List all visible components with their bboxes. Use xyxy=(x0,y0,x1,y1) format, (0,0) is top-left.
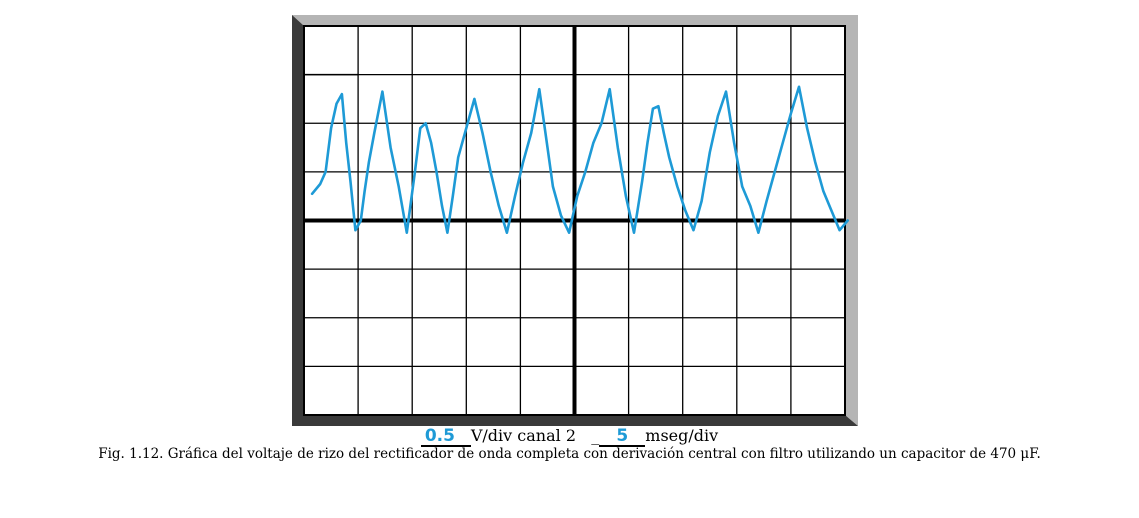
graticule xyxy=(304,26,845,415)
figure-caption: Fig. 1.12. Gráfica del voltaje de rizo d… xyxy=(98,446,1041,462)
ripple-voltage-trace xyxy=(310,85,849,234)
oscilloscope-display xyxy=(292,15,858,426)
scope-settings: 0.5 V/div canal 2 _ 5 mseg/div xyxy=(0,426,1139,447)
time-per-div-value: 5 xyxy=(599,428,646,447)
time-prefix: _ xyxy=(591,426,600,445)
time-per-div-unit: mseg/div xyxy=(645,426,719,445)
volts-per-div-value: 0.5 xyxy=(420,428,471,447)
volts-per-div-unit: V/div canal 2 xyxy=(470,426,576,445)
